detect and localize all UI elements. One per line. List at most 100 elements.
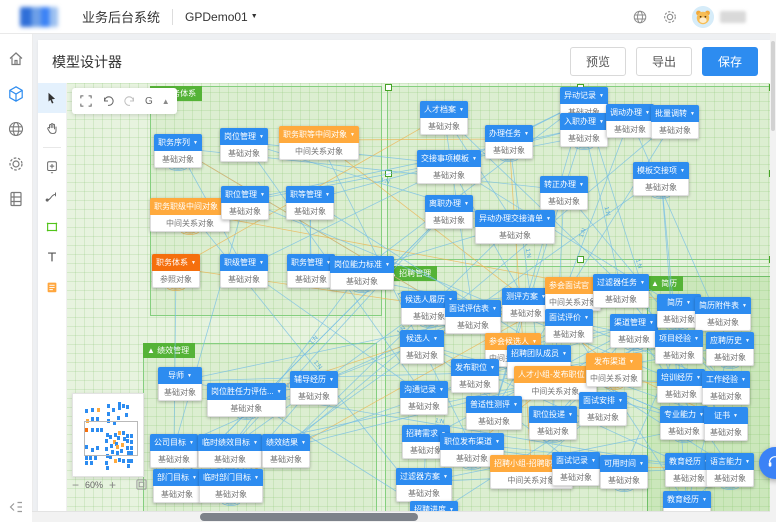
entity-node-header[interactable]: 培训经历 ▼ — [657, 369, 705, 386]
entity-node-header[interactable]: 转正办理 ▼ — [540, 176, 588, 193]
entity-node-header[interactable]: 发布职位 ▼ — [451, 359, 499, 376]
minimap[interactable] — [72, 393, 144, 477]
data-list-icon[interactable] — [7, 190, 25, 208]
entity-node[interactable]: 渠道管理 ▼ 基础对象 — [610, 314, 658, 348]
entity-node-header[interactable]: 普适性测评 ▼ — [466, 396, 522, 413]
chevron-down-icon[interactable]: ▼ — [741, 376, 746, 383]
entity-node[interactable]: 面试评价 ▼ 基础对象 — [545, 309, 593, 343]
text-tool[interactable] — [38, 242, 66, 272]
entity-node-header[interactable]: 公司目标 ▼ — [150, 434, 198, 451]
entity-node-header[interactable]: 沟通记录 ▼ — [400, 381, 448, 398]
reset-view-icon[interactable]: G — [145, 95, 153, 107]
chevron-down-icon[interactable]: ▼ — [259, 133, 264, 140]
chevron-down-icon[interactable]: ▼ — [579, 181, 584, 188]
entity-node[interactable]: 发布职位 ▼ 基础对象 — [451, 359, 499, 393]
entity-node-header[interactable]: 临时部门目标 ▼ — [199, 469, 263, 486]
entity-node-header[interactable]: 证书 ▼ — [704, 407, 748, 424]
assistant-fab[interactable] — [759, 447, 776, 479]
chevron-down-icon[interactable]: ▼ — [189, 439, 194, 446]
entity-node[interactable]: 过滤器方案 ▼ 基础对象 — [396, 468, 452, 502]
chevron-down-icon[interactable]: ▼ — [350, 131, 355, 138]
chevron-down-icon[interactable]: ▼ — [745, 337, 750, 344]
entity-node-header[interactable]: 离职办理 ▼ — [425, 195, 473, 212]
vertical-scrollbar-thumb[interactable] — [771, 41, 775, 131]
entity-node[interactable]: 应聘历史 ▼ 基础对象 — [706, 332, 754, 366]
chevron-down-icon[interactable]: ▼ — [443, 473, 448, 480]
zoom-in-button[interactable]: + — [109, 477, 117, 492]
entity-node[interactable]: 专业能力 ▼ 基础对象 — [660, 406, 708, 440]
chevron-down-icon[interactable]: ▼ — [694, 335, 699, 342]
entity-node-header[interactable]: 入职办理 ▼ — [560, 113, 608, 130]
fields-tool[interactable] — [38, 272, 66, 302]
entity-node[interactable]: 发布渠道 ▼ 中间关系对象 — [586, 353, 642, 387]
entity-node-header[interactable]: 办理任务 ▼ — [485, 125, 533, 142]
entity-node-header[interactable]: 职位管理 ▼ — [221, 186, 269, 203]
entity-node-header[interactable]: 测评方案 ▼ — [502, 288, 550, 305]
entity-node[interactable]: 岗位管理 ▼ 基础对象 — [220, 128, 268, 162]
entity-node[interactable]: 证书 ▼ 基础对象 — [704, 407, 748, 441]
connector-tool[interactable] — [38, 182, 66, 212]
chevron-down-icon[interactable]: ▼ — [584, 314, 589, 321]
entity-node[interactable]: 批量调转 ▼ 基础对象 — [651, 105, 699, 139]
entity-node-header[interactable]: 候选人 ▼ — [400, 330, 444, 347]
collapse-sidebar-icon[interactable] — [7, 498, 25, 516]
entity-node-header[interactable]: 人才档案 ▼ — [420, 101, 468, 118]
entity-node[interactable]: 沟通记录 ▼ 基础对象 — [400, 381, 448, 415]
chevron-down-icon[interactable]: ▼ — [690, 110, 695, 117]
entity-node[interactable]: 过滤器任务 ▼ 基础对象 — [593, 274, 649, 308]
entity-node-header[interactable]: 导师 ▼ — [158, 367, 202, 384]
entity-node-header[interactable]: 异动办理交接清单 ▼ — [475, 210, 555, 227]
chevron-down-icon[interactable]: ▼ — [276, 388, 282, 395]
entity-node-header[interactable]: 发布渠道 ▼ — [586, 353, 642, 370]
resize-handle[interactable] — [385, 170, 392, 177]
entity-node[interactable]: 简历附件表 ▼ 基础对象 — [695, 297, 751, 331]
entity-node-header[interactable]: 职级管理 ▼ — [220, 254, 268, 271]
resize-handle[interactable] — [769, 256, 770, 263]
chevron-down-icon[interactable]: ▼ — [439, 386, 444, 393]
entity-node[interactable]: 交接事项模板 ▼ 基础对象 — [417, 150, 481, 184]
chevron-down-icon[interactable]: ▼ — [568, 411, 573, 418]
entity-node[interactable]: 模板交接项 ▼ 基础对象 — [633, 162, 689, 196]
globe-icon[interactable] — [7, 120, 25, 138]
fit-view-icon[interactable] — [136, 479, 147, 490]
project-selector[interactable]: GPDemo01 ▼ — [185, 10, 258, 24]
entity-node[interactable]: 转正办理 ▼ 基础对象 — [540, 176, 588, 210]
entity-node[interactable]: 职务职级中间对象▼中间关系对象 — [150, 198, 230, 232]
vertical-scrollbar[interactable] — [770, 33, 776, 512]
resize-handle[interactable] — [769, 84, 770, 91]
chevron-down-icon[interactable]: ▼ — [259, 259, 264, 266]
entity-node[interactable]: 公司目标 ▼ 基础对象 — [150, 434, 198, 468]
resize-handle[interactable] — [385, 84, 392, 91]
group-label[interactable]: ▲ 绩效管理 — [143, 343, 196, 358]
entity-node[interactable]: 职务体系 ▼ 参照对象 — [152, 254, 200, 288]
entity-node[interactable]: 职级管理 ▼ 基础对象 — [220, 254, 268, 288]
entity-node[interactable]: 人才档案 ▼ 基础对象 — [420, 101, 468, 135]
chevron-down-icon[interactable]: ▼ — [639, 460, 644, 467]
minimap-viewport[interactable] — [84, 421, 138, 456]
chevron-down-icon[interactable]: ▼ — [301, 439, 306, 446]
chevron-down-icon[interactable]: ▼ — [492, 305, 497, 312]
entity-node-header[interactable]: 语言能力 ▼ — [706, 453, 754, 470]
entity-node-header[interactable]: 渠道管理 ▼ — [610, 314, 658, 331]
entity-node[interactable]: 职务职等中间对象 ▼ 中间关系对象 — [279, 126, 359, 160]
chevron-down-icon[interactable]: ▼ — [745, 458, 750, 465]
entity-node-header[interactable]: 简历附件表 ▼ — [695, 297, 751, 314]
chevron-down-icon[interactable]: ▼ — [254, 474, 259, 481]
entity-node[interactable]: 测评方案 ▼ 基础对象 — [502, 288, 550, 322]
resize-handle[interactable] — [577, 256, 584, 263]
group-label[interactable]: ▲ 简历 — [647, 276, 684, 291]
export-button[interactable]: 导出 — [635, 47, 692, 76]
chevron-down-icon[interactable]: ▼ — [325, 191, 330, 198]
chevron-down-icon[interactable]: ▼ — [524, 130, 529, 137]
zoom-out-button[interactable]: − — [72, 477, 80, 492]
chevron-down-icon[interactable]: ▼ — [591, 457, 596, 464]
chevron-down-icon[interactable]: ▼ — [546, 215, 551, 222]
globe-icon[interactable] — [632, 9, 648, 25]
entity-node-header[interactable]: 模板交接项 ▼ — [633, 162, 689, 179]
chevron-down-icon[interactable]: ▼ — [599, 118, 604, 125]
entity-node[interactable]: 教育经历▼基础对象 — [663, 491, 711, 512]
chevron-down-icon[interactable]: ▼ — [192, 474, 197, 481]
chevron-down-icon[interactable]: ▼ — [433, 335, 438, 342]
entity-node-header[interactable]: 职务序列 ▼ — [154, 134, 202, 151]
entity-node-header[interactable]: 辅导经历 ▼ — [290, 371, 338, 388]
